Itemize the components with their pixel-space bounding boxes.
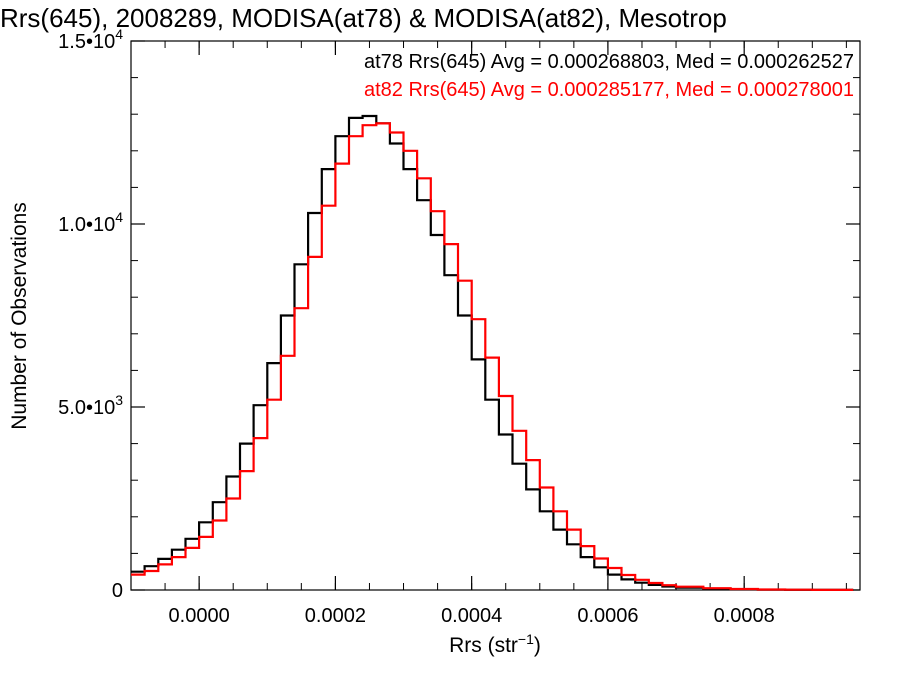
- y-axis-label: Number of Observations: [8, 202, 31, 430]
- x-tick-label: 0.0006: [577, 605, 638, 627]
- x-axis-label: Rrs (str−1): [449, 631, 541, 657]
- x-tick-label: 0.0004: [441, 605, 502, 627]
- x-axis-label-exponent: −1: [518, 631, 534, 647]
- y-tick-label: 0: [112, 580, 123, 602]
- annotation-at78: at78 Rrs(645) Avg = 0.000268803, Med = 0…: [364, 51, 854, 73]
- x-axis-label-close: ): [534, 634, 541, 657]
- y-tick-label: 5.0•103: [58, 392, 123, 419]
- series-line-1: [131, 122, 854, 591]
- y-tick-label: 1.0•104: [58, 209, 123, 236]
- x-tick-label: 0.0008: [714, 605, 775, 627]
- plot-frame: [130, 40, 861, 591]
- x-tick-label: 0.0000: [169, 605, 230, 627]
- data-series: [131, 114, 854, 591]
- chart-title: Rrs(645), 2008289, MODISA(at78) & MODISA…: [0, 3, 727, 33]
- y-tick-label: 1.5•104: [58, 26, 123, 53]
- series-line-0: [131, 114, 854, 591]
- x-axis-label-base: Rrs (str: [449, 634, 518, 657]
- axis-ticks: 0.0000 0.0002 0.0004 0.0006 0.0008 0 5.0•103 1.…: [58, 26, 860, 627]
- annotation-at82: at82 Rrs(645) Avg = 0.000285177, Med = 0…: [364, 79, 854, 101]
- x-tick-label: 0.0002: [305, 605, 366, 627]
